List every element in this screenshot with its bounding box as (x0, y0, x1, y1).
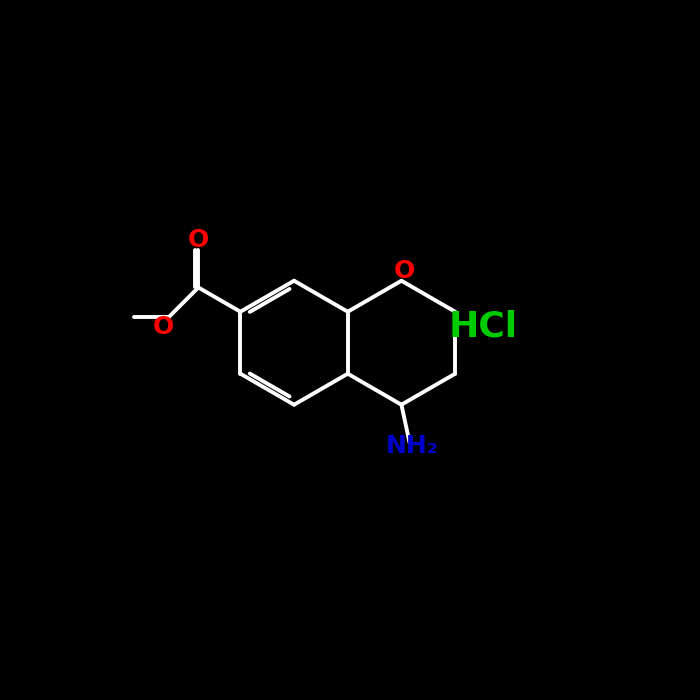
Text: O: O (153, 315, 174, 339)
Text: O: O (393, 259, 415, 283)
Text: HCl: HCl (448, 309, 517, 344)
Text: O: O (188, 228, 209, 252)
Text: NH₂: NH₂ (386, 434, 439, 458)
